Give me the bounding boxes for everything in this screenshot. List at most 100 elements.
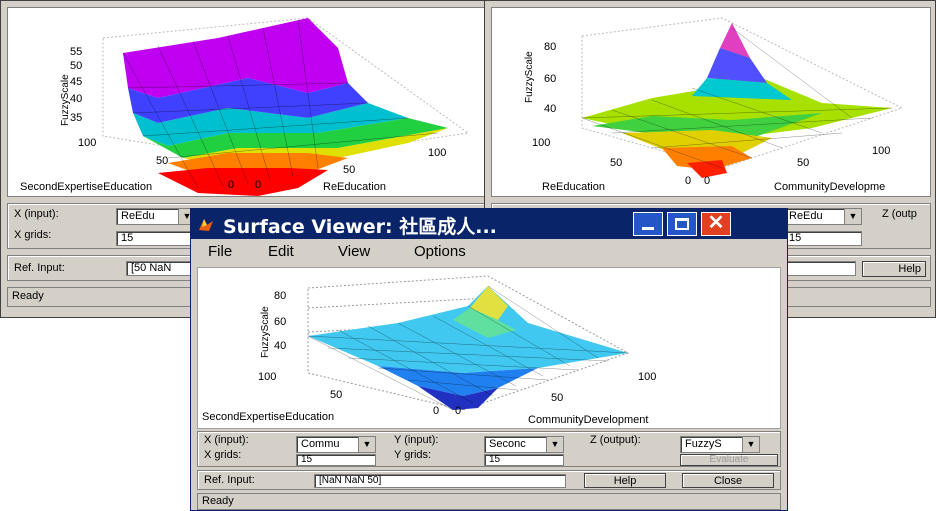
window-title: Surface Viewer: 社區成人... <box>223 216 497 238</box>
left-surface-band-green <box>143 118 448 158</box>
left-x-tick: 50 <box>343 164 355 176</box>
front-grid-line <box>307 297 489 309</box>
chevron-down-icon: ▼ <box>844 209 861 224</box>
left-y-tick: 0 <box>228 179 234 191</box>
z-output-label: Z (output): <box>590 434 641 446</box>
right-x-tick: 0 <box>704 175 710 187</box>
z-output-select[interactable]: FuzzyS ▼ <box>680 436 760 453</box>
right-ref-field[interactable] <box>784 261 856 276</box>
left-surface-band-top <box>123 18 348 98</box>
ref-input-label: Ref. Input: <box>14 262 65 274</box>
evaluate-button[interactable]: Evaluate <box>680 454 778 466</box>
left-y-axis-label: SecondExpertiseEducation <box>20 181 152 193</box>
right-z-axis-label: FuzzyScale <box>524 51 535 103</box>
left-surface-band-red <box>158 168 328 196</box>
front-y-tick: 0 <box>433 405 439 417</box>
x-input-label: X (input): <box>204 434 249 446</box>
close-icon: ✕ <box>707 212 725 234</box>
menu-options[interactable]: Options <box>414 243 466 260</box>
x-grids-field[interactable]: 15 <box>116 231 196 246</box>
right-surface-peak-blue <box>707 48 767 83</box>
y-input-value: ReEdu <box>789 210 823 222</box>
menu-view[interactable]: View <box>338 243 371 260</box>
right-surface-peak <box>720 23 750 58</box>
x-grids-label: X grids: <box>204 449 242 461</box>
x-input-select[interactable]: Commu ▼ <box>296 436 376 453</box>
ref-input-field[interactable]: [50 NaN <box>126 261 196 276</box>
front-input-panel: X (input): X grids: Commu ▼ 15 Y (input)… <box>197 431 781 467</box>
close-button[interactable]: Close <box>682 473 774 488</box>
front-y-tick: 50 <box>330 389 342 401</box>
y-grids-field[interactable]: 15 <box>784 231 862 246</box>
surface-viewer-window: Surface Viewer: 社區成人... ✕ File Edit View… <box>190 208 788 511</box>
ref-input-label: Ref. Input: <box>204 474 255 486</box>
right-surface-band-green <box>592 113 822 138</box>
front-surface-band-dark <box>418 386 498 410</box>
right-y-axis-label: ReEducation <box>542 181 605 193</box>
chevron-down-icon: ▼ <box>546 437 563 452</box>
left-surface-svg: 55 50 45 40 35 FuzzyScale 100 50 0 0 50 … <box>20 17 470 196</box>
chevron-down-icon: ▼ <box>742 437 759 452</box>
left-z-axis-label: FuzzyScale <box>60 74 71 126</box>
y-input-select[interactable]: Seconc ▼ <box>484 436 564 453</box>
left-x-axis-label: ReEducation <box>323 181 386 193</box>
right-y-tick: 50 <box>610 157 622 169</box>
back-left-window: 55 50 45 40 35 FuzzyScale 100 50 0 0 50 … <box>0 0 490 318</box>
left-z-tick: 35 <box>70 112 82 124</box>
front-y-tick: 100 <box>258 371 276 383</box>
right-x-tick: 50 <box>797 157 809 169</box>
menu-bar: File Edit View Options <box>192 240 786 264</box>
menu-file[interactable]: File <box>208 243 233 260</box>
front-surface-band-light <box>308 286 628 373</box>
menu-edit[interactable]: Edit <box>268 243 294 260</box>
x-input-label: X (input): <box>14 208 59 220</box>
front-surface-plot: 80 60 40 FuzzyScale 100 50 0 0 50 100 Se… <box>197 267 781 429</box>
left-surface-band-cyan <box>133 103 408 146</box>
right-surface-peak-cyan <box>692 78 792 100</box>
right-z-tick: 40 <box>544 103 556 115</box>
left-y-tick: 50 <box>156 155 168 167</box>
left-surface-band-blue <box>128 78 368 123</box>
x-grids-field[interactable]: 15 <box>296 454 376 466</box>
left-x-tick: 0 <box>255 179 261 191</box>
right-axes-box <box>581 17 904 169</box>
front-surface-peak-yellow <box>470 286 508 320</box>
front-z-tick: 40 <box>274 340 286 352</box>
right-surface-svg: 80 60 40 FuzzyScale 100 50 0 0 50 100 Re… <box>524 17 904 193</box>
front-surface-band-blue <box>378 366 538 396</box>
left-z-tick: 55 <box>70 46 82 58</box>
right-surface-band-orange <box>662 146 752 170</box>
right-surface-plot: 80 60 40 FuzzyScale 100 50 0 0 50 100 Re… <box>491 7 931 197</box>
right-z-tick: 80 <box>544 41 556 53</box>
left-z-tick: 50 <box>70 60 82 72</box>
help-button[interactable]: Help <box>584 473 666 488</box>
maximize-button[interactable] <box>667 212 697 236</box>
z-output-value: FuzzyS <box>685 438 722 450</box>
title-bar[interactable]: Surface Viewer: 社區成人... ✕ <box>191 209 787 239</box>
close-button[interactable]: ✕ <box>701 212 731 236</box>
left-surface-mesh <box>122 19 439 189</box>
left-y-tick: 100 <box>78 137 96 149</box>
front-x-axis-label: CommunityDevelopment <box>528 414 648 426</box>
x-input-value: Commu <box>301 438 340 450</box>
front-x-tick: 50 <box>551 392 563 404</box>
y-input-label: Y (input): <box>394 434 439 446</box>
right-y-tick: 100 <box>532 137 550 149</box>
x-input-select[interactable]: ReEdu ▼ <box>116 208 196 225</box>
y-grids-field[interactable]: 15 <box>484 454 564 466</box>
front-surface-mesh <box>307 285 629 411</box>
front-surface-svg: 80 60 40 FuzzyScale 100 50 0 0 50 100 Se… <box>202 275 656 426</box>
ref-input-field[interactable]: [NaN NaN 50] <box>314 474 566 488</box>
right-surface-band-yellow <box>622 130 772 153</box>
minimize-icon <box>642 227 654 230</box>
left-z-tick: 40 <box>70 93 82 105</box>
front-ref-panel: Ref. Input: [NaN NaN 50] Help Close <box>197 470 781 490</box>
minimize-button[interactable] <box>633 212 663 236</box>
front-x-tick: 0 <box>455 405 461 417</box>
help-button[interactable]: Help <box>862 261 926 277</box>
y-input-select[interactable]: ReEdu ▼ <box>784 208 862 225</box>
maximize-icon <box>675 218 689 230</box>
front-axes-box <box>307 275 630 411</box>
front-z-axis-label: FuzzyScale <box>260 306 271 358</box>
front-x-tick: 100 <box>638 371 656 383</box>
